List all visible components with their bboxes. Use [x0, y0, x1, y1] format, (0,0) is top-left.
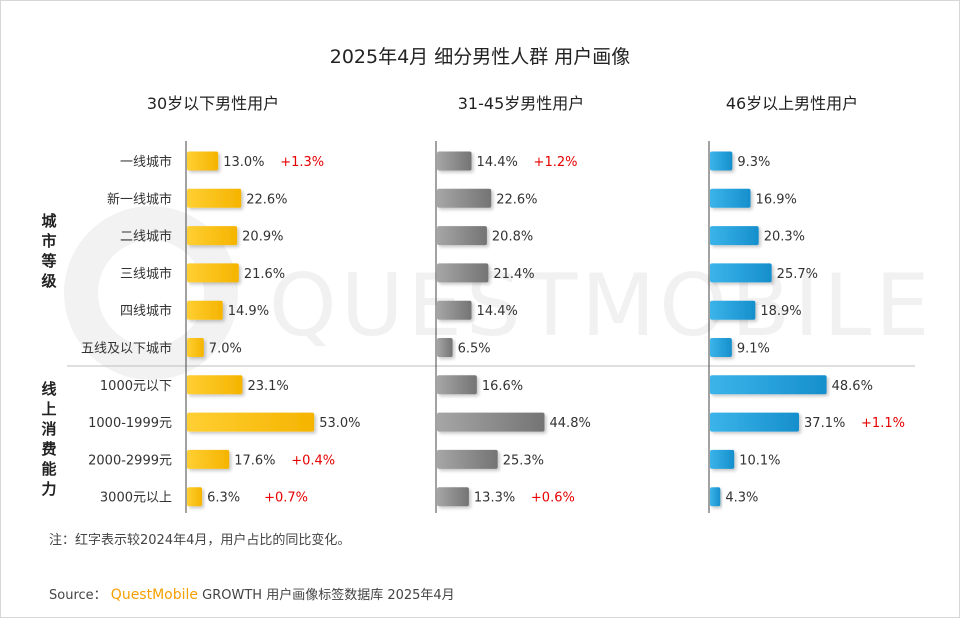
bar: [710, 151, 733, 171]
change-label: +1.2%: [534, 155, 578, 170]
value-label: 13.3%: [474, 491, 515, 506]
bar: [710, 449, 735, 469]
value-label: 6.5%: [458, 342, 491, 357]
value-label: 7.0%: [209, 342, 242, 357]
category-label: 3000元以上: [100, 491, 172, 506]
bar: [437, 375, 477, 395]
change-label: +1.1%: [861, 416, 905, 431]
bar: [710, 300, 756, 320]
value-label: 21.6%: [244, 267, 285, 282]
group-label-city-tier: 城市等级: [41, 212, 57, 290]
value-label: 20.3%: [764, 230, 805, 245]
bar: [710, 226, 759, 246]
bar: [437, 188, 492, 208]
bar: [187, 487, 203, 507]
bar: [710, 412, 800, 432]
value-label: 14.9%: [228, 304, 269, 319]
change-label: +0.7%: [264, 491, 308, 506]
bar: [710, 338, 732, 357]
bar: [710, 375, 827, 395]
value-label: 14.4%: [477, 155, 518, 170]
footnote: 注：红字表示较2024年4月，用户占比的同比变化。: [49, 532, 350, 548]
series-header: 31-45岁男性用户: [458, 94, 585, 113]
source-brand: QuestMobile: [111, 587, 198, 603]
source-line: Source： QuestMobile GROWTH 用户画像标签数据库 202…: [49, 587, 455, 603]
category-label: 五线及以下城市: [81, 341, 172, 357]
value-label: 18.9%: [760, 304, 801, 319]
watermark-logo-ring: [64, 206, 238, 380]
watermark-text: QUESTMOBILE: [269, 256, 934, 356]
bar: [187, 449, 230, 469]
watermark: QUESTMOBILE: [64, 206, 934, 380]
bar: [437, 151, 472, 171]
value-label: 14.4%: [477, 304, 518, 319]
bar: [187, 151, 219, 171]
bar: [187, 226, 238, 246]
category-label: 新一线城市: [107, 191, 172, 207]
group-label-consumption: 线上消费能力: [41, 380, 56, 498]
value-label: 20.9%: [242, 230, 283, 245]
change-label: +0.4%: [291, 453, 335, 468]
bar: [437, 338, 453, 357]
source-suffix: GROWTH 用户画像标签数据库 2025年4月: [202, 587, 455, 603]
bar: [187, 338, 204, 357]
series-header: 30岁以下男性用户: [147, 94, 279, 113]
value-label: 25.3%: [503, 453, 544, 468]
change-label: +1.3%: [280, 155, 324, 170]
change-label: +0.6%: [531, 491, 575, 506]
bar: [437, 449, 498, 469]
category-label: 2000-2999元: [88, 453, 172, 468]
value-label: 48.6%: [832, 379, 873, 394]
bar: [437, 263, 489, 283]
bar: [710, 263, 772, 283]
bar: [187, 375, 243, 395]
bar: [437, 226, 487, 246]
value-label: 9.1%: [737, 342, 770, 357]
value-label: 9.3%: [737, 155, 770, 170]
value-label: 37.1%: [804, 416, 845, 431]
category-label: 1000-1999元: [88, 416, 172, 431]
value-label: 53.0%: [319, 416, 360, 431]
value-label: 22.6%: [246, 192, 287, 207]
value-label: 21.4%: [493, 267, 534, 282]
value-label: 6.3%: [207, 491, 240, 506]
category-label: 四线城市: [120, 303, 172, 319]
value-label: 22.6%: [496, 192, 537, 207]
bar: [187, 263, 239, 283]
value-label: 23.1%: [247, 379, 288, 394]
bar: [437, 300, 472, 320]
bar: [437, 412, 545, 432]
bar: [187, 300, 223, 320]
value-label: 20.8%: [492, 230, 533, 245]
value-label: 16.9%: [756, 192, 797, 207]
chart-title: 2025年4月 细分男性人群 用户画像: [330, 46, 631, 68]
series-header: 46岁以上男性用户: [726, 94, 858, 113]
category-label: 三线城市: [120, 266, 172, 282]
bar: [187, 188, 242, 208]
value-label: 16.6%: [482, 379, 523, 394]
value-label: 13.0%: [223, 155, 264, 170]
value-label: 44.8%: [550, 416, 591, 431]
value-label: 10.1%: [739, 453, 780, 468]
bar: [710, 188, 751, 208]
bar: [437, 487, 469, 507]
value-label: 4.3%: [725, 491, 758, 506]
category-label: 1000元以下: [100, 379, 172, 394]
source-prefix: Source：: [49, 588, 107, 603]
category-label: 一线城市: [120, 154, 172, 170]
value-label: 25.7%: [777, 267, 818, 282]
bar: [710, 487, 721, 507]
category-label: 二线城市: [120, 229, 172, 245]
bar: [187, 412, 315, 432]
value-label: 17.6%: [234, 453, 275, 468]
